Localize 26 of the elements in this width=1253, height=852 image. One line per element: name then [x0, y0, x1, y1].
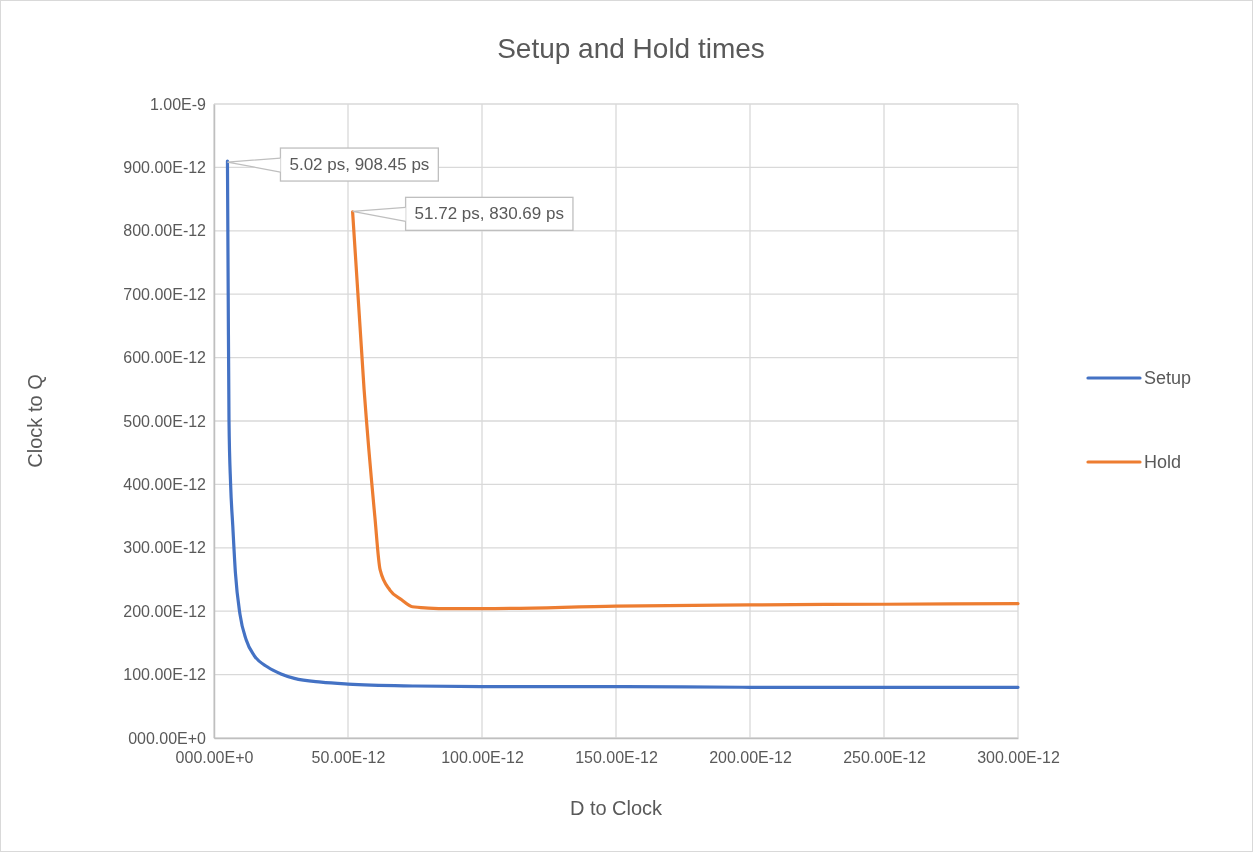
chart-title: Setup and Hold times: [497, 33, 765, 64]
line-series: [225, 159, 1020, 689]
y-tick-label: 700.00E-12: [123, 285, 207, 303]
y-tick-label: 100.00E-12: [123, 666, 207, 684]
y-tick-label: 200.00E-12: [123, 602, 207, 620]
x-axis-title: D to Clock: [569, 797, 664, 819]
x-tick-label: 200.00E-12: [709, 749, 792, 767]
y-tick-label: 400.00E-12: [123, 476, 207, 494]
y-tick-label: 900.00E-12: [123, 159, 207, 177]
y-tick-label: 800.00E-12: [123, 222, 207, 240]
x-tick-label: 250.00E-12: [843, 749, 926, 767]
annotation: 5.02 ps, 908.45 ps: [289, 155, 430, 175]
y-tick-label: 600.00E-12: [123, 349, 207, 367]
x-tick-label: 300.00E-12: [977, 749, 1060, 767]
x-tick-label: 100.00E-12: [441, 749, 524, 767]
x-tick-label: 50.00E-12: [311, 749, 386, 767]
y-axis-title: Clock to Q: [24, 374, 46, 468]
annotation: 51.72 ps, 830.69 ps: [414, 204, 564, 224]
x-tick-label: 150.00E-12: [575, 749, 658, 767]
y-tick-label: 300.00E-12: [123, 539, 207, 557]
y-tick-label: 500.00E-12: [123, 412, 207, 430]
x-tick-label: 000.00E+0: [175, 749, 254, 767]
y-tick-label: 1.00E-9: [149, 95, 207, 113]
legend-label: Hold: [1144, 452, 1182, 472]
y-tick-label: 000.00E+0: [128, 729, 207, 747]
legend-label: Setup: [1144, 368, 1192, 388]
